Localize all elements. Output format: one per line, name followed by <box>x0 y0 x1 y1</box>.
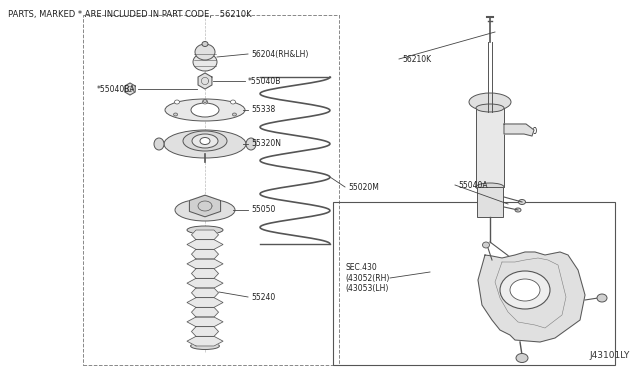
Polygon shape <box>191 307 218 317</box>
Ellipse shape <box>192 134 218 148</box>
Polygon shape <box>191 269 218 278</box>
Ellipse shape <box>187 226 223 234</box>
Polygon shape <box>189 195 221 217</box>
Text: PARTS, MARKED * ARE INCLUDED IN PART CODE,   56210K: PARTS, MARKED * ARE INCLUDED IN PART COD… <box>8 10 252 19</box>
Ellipse shape <box>202 42 208 46</box>
Ellipse shape <box>518 199 525 205</box>
Polygon shape <box>191 230 218 240</box>
Ellipse shape <box>230 100 236 104</box>
Text: (43052(RH): (43052(RH) <box>345 273 389 282</box>
Ellipse shape <box>191 343 220 350</box>
Text: 55240: 55240 <box>251 292 275 301</box>
Ellipse shape <box>195 44 215 60</box>
Ellipse shape <box>183 131 227 151</box>
Polygon shape <box>504 124 534 136</box>
Ellipse shape <box>483 242 490 248</box>
Text: *55040BA: *55040BA <box>97 84 135 93</box>
Ellipse shape <box>173 113 177 116</box>
Ellipse shape <box>232 113 236 116</box>
Polygon shape <box>125 83 135 95</box>
Ellipse shape <box>164 130 246 158</box>
Ellipse shape <box>193 53 217 71</box>
Text: 56210K: 56210K <box>402 55 431 64</box>
Text: 55338: 55338 <box>251 106 275 115</box>
Polygon shape <box>198 73 212 89</box>
Polygon shape <box>187 317 223 327</box>
Text: 56204(RH&LH): 56204(RH&LH) <box>251 49 308 58</box>
Ellipse shape <box>191 103 219 117</box>
Polygon shape <box>191 249 218 259</box>
Bar <box>333 202 615 365</box>
Ellipse shape <box>469 93 511 111</box>
Text: SEC.430: SEC.430 <box>345 263 377 272</box>
Text: 55020M: 55020M <box>348 183 379 192</box>
Ellipse shape <box>500 271 550 309</box>
Ellipse shape <box>516 353 528 362</box>
Polygon shape <box>187 298 223 307</box>
Text: *55040B: *55040B <box>248 77 282 86</box>
Polygon shape <box>187 240 223 249</box>
Ellipse shape <box>246 138 256 150</box>
Ellipse shape <box>165 99 245 121</box>
Text: (43053(LH): (43053(LH) <box>345 285 388 294</box>
Text: 55040A: 55040A <box>458 180 488 189</box>
Ellipse shape <box>597 294 607 302</box>
Text: J43101LY: J43101LY <box>589 351 630 360</box>
Polygon shape <box>191 288 218 298</box>
Polygon shape <box>187 336 223 346</box>
Polygon shape <box>187 278 223 288</box>
Bar <box>477 187 502 217</box>
Ellipse shape <box>202 100 207 104</box>
Polygon shape <box>191 327 218 336</box>
Bar <box>83 15 339 365</box>
Ellipse shape <box>476 183 504 191</box>
Ellipse shape <box>175 199 235 221</box>
Ellipse shape <box>515 208 521 212</box>
Ellipse shape <box>154 138 164 150</box>
Text: 55310: 55310 <box>513 128 537 137</box>
Ellipse shape <box>200 138 210 144</box>
Text: 55320N: 55320N <box>251 140 281 148</box>
Text: 55050: 55050 <box>251 205 275 215</box>
Polygon shape <box>478 252 585 342</box>
Ellipse shape <box>203 99 207 103</box>
Ellipse shape <box>175 100 179 104</box>
Polygon shape <box>187 259 223 269</box>
Ellipse shape <box>476 104 504 112</box>
Bar <box>476 108 504 187</box>
Ellipse shape <box>510 279 540 301</box>
